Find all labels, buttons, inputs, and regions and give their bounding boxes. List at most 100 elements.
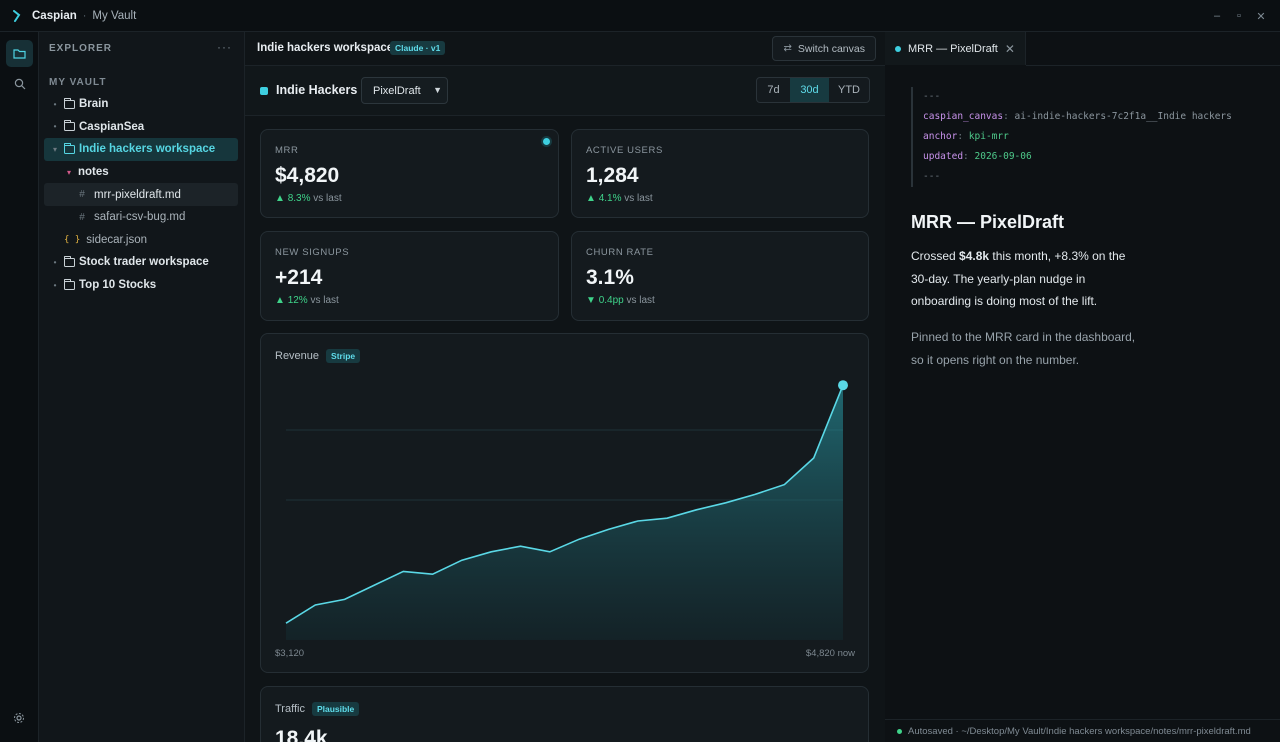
frontmatter-delimiter: --- bbox=[923, 171, 941, 182]
chevron-right-icon: • bbox=[53, 257, 57, 267]
folder-icon bbox=[64, 255, 75, 267]
status-text: Autosaved · ~/Desktop/My Vault/Indie hac… bbox=[908, 725, 1251, 737]
kpi-card-mrr[interactable]: MRR $4,820 ▲ 8.3% vs last bbox=[260, 129, 559, 218]
arrow-up-icon: ▲ bbox=[275, 193, 285, 204]
folder-icon bbox=[64, 97, 75, 109]
more-options-icon[interactable]: ··· bbox=[217, 40, 232, 54]
search-button[interactable] bbox=[6, 70, 33, 97]
activity-bar bbox=[0, 32, 39, 742]
kpi-delta: ▲ 4.1% vs last bbox=[586, 193, 653, 204]
note-panel: MRR — PixelDraft ✕ --- caspian_canvas: a… bbox=[885, 32, 1280, 742]
explorer-sidebar: EXPLORER ··· MY VAULT • Brain • CaspianS… bbox=[39, 32, 245, 742]
tree-folder-caspiansea[interactable]: • CaspianSea bbox=[44, 116, 238, 139]
saved-indicator bbox=[897, 728, 902, 734]
product-select[interactable]: PixelDraft ▼ bbox=[361, 77, 448, 104]
app-name: Caspian bbox=[32, 9, 77, 22]
search-icon bbox=[14, 78, 25, 89]
explorer-header: EXPLORER bbox=[49, 43, 113, 54]
kpi-card-active-users[interactable]: ACTIVE USERS 1,284 ▲ 4.1% vs last bbox=[571, 129, 869, 218]
revenue-chart bbox=[285, 380, 848, 640]
kpi-delta: ▲ 12% vs last bbox=[275, 295, 339, 306]
minimize-icon[interactable]: – bbox=[1213, 10, 1221, 22]
tree-label: CaspianSea bbox=[79, 120, 145, 133]
kpi-label: CHURN RATE bbox=[586, 247, 654, 258]
folder-icon bbox=[64, 142, 75, 154]
tree-label: Stock trader workspace bbox=[79, 256, 209, 269]
canvas-main: Indie hackers workspace Claude · v1 ⇄ Sw… bbox=[245, 32, 885, 742]
tree-label: Brain bbox=[79, 98, 109, 111]
switch-canvas-button[interactable]: ⇄ Switch canvas bbox=[772, 36, 876, 61]
tree-label: Indie hackers workspace bbox=[79, 143, 216, 156]
tab-mrr-pixeldraft[interactable]: MRR — PixelDraft ✕ bbox=[885, 32, 1026, 65]
kpi-delta-value: 4.1% bbox=[598, 193, 622, 204]
chart-start-label: $3,120 bbox=[275, 648, 305, 659]
frontmatter-key: caspian_canvas bbox=[923, 111, 1004, 122]
latest-point[interactable] bbox=[838, 380, 848, 391]
range-ytd-button[interactable]: YTD bbox=[838, 84, 860, 96]
folder-icon bbox=[64, 120, 75, 132]
switch-canvas-label: Switch canvas bbox=[797, 42, 865, 55]
tab-divider bbox=[1026, 65, 1280, 66]
kpi-value: 1,284 bbox=[586, 164, 639, 187]
json-file-icon: { } bbox=[64, 234, 81, 245]
chevron-down-icon: ▼ bbox=[433, 85, 442, 95]
frontmatter-value: kpi-mrr bbox=[968, 131, 1009, 142]
project-name: Indie Hackers bbox=[276, 83, 358, 97]
title-bar: Caspian · My Vault – ▫ ✕ bbox=[0, 0, 1280, 32]
tree-folder-notes[interactable]: ▾ notes bbox=[44, 161, 238, 184]
tree-label: safari-csv-bug.md bbox=[94, 211, 186, 224]
range-30d-button[interactable]: 30d bbox=[790, 78, 829, 102]
maximize-icon[interactable]: ▫ bbox=[1237, 10, 1241, 22]
chart-title-text: Traffic bbox=[275, 703, 305, 715]
pinned-note-indicator[interactable] bbox=[543, 138, 550, 145]
tree-folder-brain[interactable]: • Brain bbox=[44, 93, 238, 116]
kpi-label: NEW SIGNUPS bbox=[275, 247, 350, 258]
kpi-delta-suffix: vs last bbox=[624, 193, 653, 204]
model-badge: Claude · v1 bbox=[390, 41, 446, 55]
note-text: this month, +8.3% on the 30-day. The yea… bbox=[911, 249, 1126, 308]
kpi-delta-suffix: vs last bbox=[310, 295, 339, 306]
kpi-delta-value: 12% bbox=[287, 295, 308, 306]
revenue-area bbox=[286, 385, 843, 640]
revenue-chart-card: Revenue Stripe $3,120 $4,820 now bbox=[260, 333, 869, 673]
chart-title-text: Revenue bbox=[275, 350, 320, 362]
tree-label: Top 10 Stocks bbox=[79, 279, 157, 292]
kpi-card-new-signups[interactable]: NEW SIGNUPS +214 ▲ 12% vs last bbox=[260, 231, 559, 321]
kpi-value: $4,820 bbox=[275, 164, 340, 187]
tree-file-mrr-pixeldraft[interactable]: # mrr-pixeldraft.md bbox=[44, 183, 238, 206]
explorer-button[interactable] bbox=[6, 40, 33, 67]
frontmatter-delimiter: --- bbox=[923, 91, 941, 102]
kpi-delta: ▲ 8.3% vs last bbox=[275, 193, 342, 204]
chevron-right-icon: • bbox=[53, 280, 57, 290]
product-select-value: PixelDraft bbox=[373, 84, 421, 97]
kpi-value: 3.1% bbox=[586, 266, 634, 289]
tree-folder-stock-trader[interactable]: • Stock trader workspace bbox=[44, 251, 238, 274]
kpi-delta: ▼ 0.4pp vs last bbox=[586, 295, 655, 306]
frontmatter-key: updated bbox=[923, 151, 964, 162]
status-bar: Autosaved · ~/Desktop/My Vault/Indie hac… bbox=[885, 719, 1280, 742]
folder-icon bbox=[13, 49, 26, 59]
tree-file-safari-csv-bug[interactable]: # safari-csv-bug.md bbox=[44, 206, 238, 229]
vault-name: My Vault bbox=[92, 9, 137, 22]
project-color-dot bbox=[260, 87, 268, 95]
folder-icon bbox=[64, 278, 75, 290]
close-window-icon[interactable]: ✕ bbox=[1256, 10, 1266, 23]
title-separator: · bbox=[82, 9, 87, 22]
tree-label: sidecar.json bbox=[86, 233, 147, 246]
settings-icon[interactable] bbox=[13, 712, 25, 724]
tree-file-sidecar-json[interactable]: { } sidecar.json bbox=[44, 229, 238, 252]
range-7d-button[interactable]: 7d bbox=[767, 84, 780, 96]
markdown-file-icon: # bbox=[79, 189, 85, 201]
note-text: Crossed bbox=[911, 249, 960, 263]
note-paragraph: Pinned to the MRR card in the dashboard,… bbox=[911, 330, 1136, 367]
tree-folder-indie-hackers[interactable]: ▾ Indie hackers workspace bbox=[44, 138, 238, 161]
revenue-line bbox=[285, 384, 844, 624]
close-tab-icon[interactable]: ✕ bbox=[1004, 41, 1015, 56]
note-bold-text: $4.8k bbox=[959, 249, 990, 263]
app-logo-icon bbox=[13, 9, 21, 22]
source-badge: Stripe bbox=[326, 349, 361, 363]
frontmatter-value: ai-indie-hackers-7c2f1a__Indie hackers bbox=[1014, 111, 1232, 122]
kpi-label: MRR bbox=[275, 145, 299, 156]
kpi-card-churn-rate[interactable]: CHURN RATE 3.1% ▼ 0.4pp vs last bbox=[571, 231, 869, 321]
tree-folder-top-10-stocks[interactable]: • Top 10 Stocks bbox=[44, 274, 238, 297]
